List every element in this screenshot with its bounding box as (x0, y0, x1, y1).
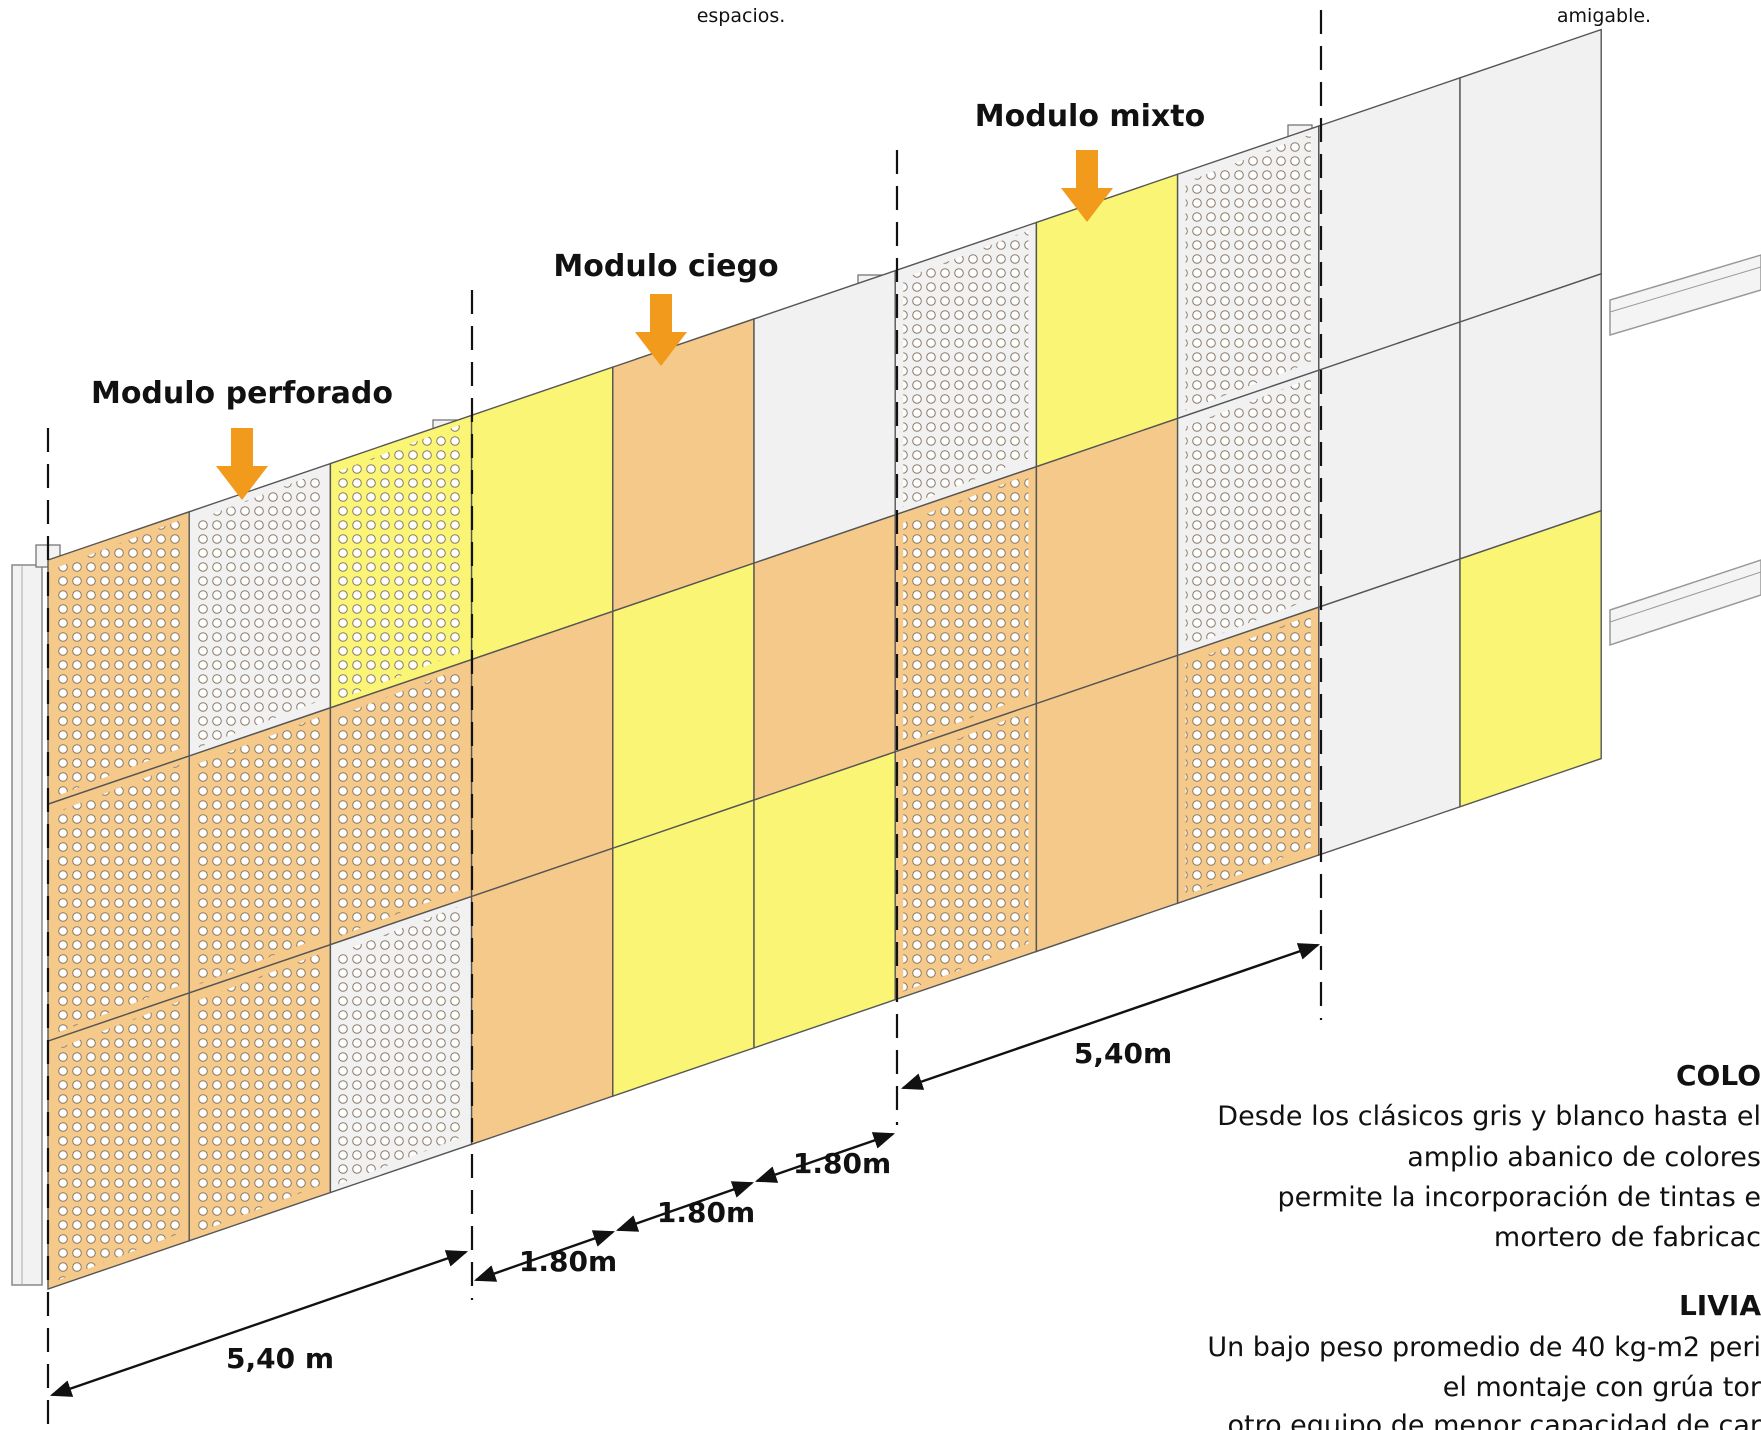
panel-r1-c11 (1459, 28, 1602, 323)
color-line-3: permite la incorporación de tintas e (1278, 1182, 1761, 1213)
perforation-r2-c2 (197, 715, 323, 985)
arrow-ciego (635, 294, 687, 366)
rail-2 (1609, 559, 1761, 647)
dim-line-segment-2 (615, 1181, 755, 1232)
panel-r2-c6 (753, 513, 896, 802)
panel-r2-c5 (612, 562, 755, 850)
dim-line-total-left (49, 1250, 469, 1397)
dim-line-segment-1 (473, 1230, 616, 1282)
panel-r3-c4 (470, 847, 614, 1146)
panel-r1-c6 (753, 269, 896, 565)
top-text-right: amigable. (1557, 5, 1651, 27)
perforation-r1-c2 (197, 471, 323, 748)
arrow-perforado (216, 428, 268, 500)
dim-line-segment-3 (754, 1132, 896, 1183)
color-line-4: mortero de fabricac (1494, 1222, 1761, 1253)
perforation-r2-c7 (903, 474, 1029, 744)
perforation-r3-c7 (903, 711, 1029, 992)
rail-1 (1609, 254, 1761, 337)
module-pointers (216, 150, 1113, 500)
dim-total-right: 5,40m (1074, 1037, 1172, 1070)
perforation-r2-c1 (56, 763, 182, 1034)
left-post (11, 564, 43, 1286)
perforation-r3-c2 (197, 952, 323, 1233)
panel-r1-c8 (1035, 173, 1179, 468)
perforation-r1-c9 (1185, 134, 1311, 411)
liviano-line-3: otro equipo de menor capacidad de car (1227, 1410, 1761, 1430)
liviano-line-2: el montaje con grúa tor (1443, 1372, 1761, 1403)
color-line-1: Desde los clásicos gris y blanco hasta e… (1217, 1101, 1761, 1132)
color-line-2: amplio abanico de colores (1407, 1142, 1761, 1173)
perforation-r1-c7 (903, 230, 1029, 507)
rail-edge-2 (1609, 571, 1761, 623)
liviano-heading: LIVIA (1679, 1289, 1761, 1322)
panel-r2-c4 (470, 610, 614, 898)
panel-r2-c10 (1318, 321, 1461, 609)
perforation-r2-c3 (338, 667, 464, 937)
panel-r3-c5 (612, 799, 755, 1098)
perforation-r2-c9 (1185, 378, 1311, 648)
perforation-r3-c3 (338, 904, 464, 1185)
dim-total-left: 5,40 m (226, 1342, 334, 1375)
dim-segment-2: 1.80m (657, 1196, 755, 1229)
color-heading: COLO (1676, 1059, 1761, 1092)
panel-r3-c6 (753, 750, 896, 1049)
dim-segment-1: 1.80m (519, 1245, 617, 1278)
panel-r1-c5 (612, 317, 755, 613)
label-modulo-perforado: Modulo perforado (91, 376, 393, 411)
panel-r1-c4 (470, 366, 614, 661)
label-modulo-ciego: Modulo ciego (553, 249, 778, 284)
perforation-r1-c3 (338, 423, 464, 700)
rail-edge-1 (1609, 266, 1761, 313)
perforation-r1-c1 (56, 519, 182, 797)
perforation-r3-c9 (1185, 615, 1311, 896)
panel-r3-c10 (1318, 557, 1461, 857)
liviano-line-1: Un bajo peso promedio de 40 kg-m2 peri (1207, 1332, 1761, 1363)
panel-r1-c10 (1318, 76, 1461, 372)
top-text-left: espacios. (697, 5, 786, 27)
dashed-guides (46, 10, 1323, 1430)
panel-r3-c8 (1035, 654, 1179, 953)
panel-r2-c11 (1459, 272, 1602, 560)
arrow-mixto (1061, 150, 1113, 222)
panel-grid (47, 28, 1602, 1290)
label-modulo-mixto: Modulo mixto (975, 99, 1205, 134)
dim-line-total-right (900, 943, 1321, 1090)
dim-segment-3: 1.80m (793, 1147, 891, 1180)
panel-r3-c11 (1459, 509, 1602, 808)
dimension-lines (49, 943, 1321, 1397)
panel-r2-c8 (1035, 417, 1179, 705)
perforation-r3-c1 (56, 1000, 182, 1281)
